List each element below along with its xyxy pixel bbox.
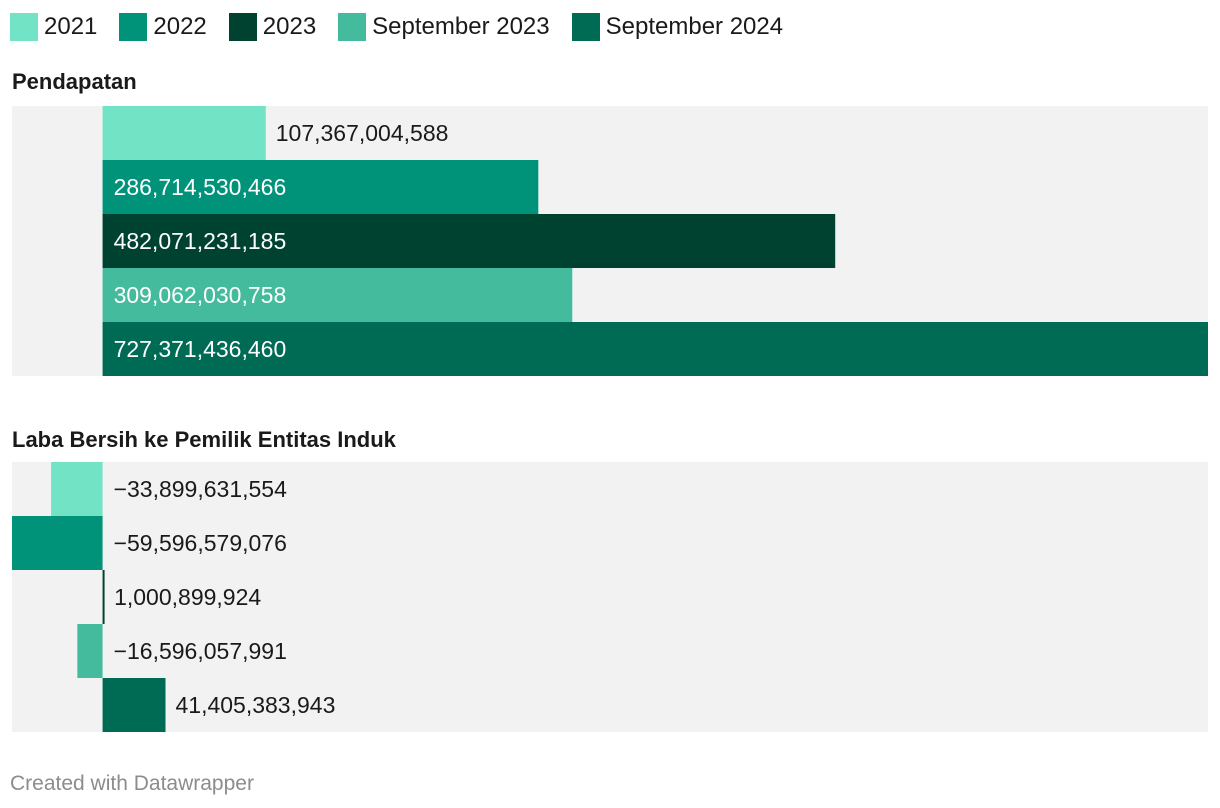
data-label: 727,371,436,460 <box>114 336 287 362</box>
plot-background <box>12 462 1208 732</box>
bar <box>77 624 103 678</box>
bar <box>102 678 166 732</box>
bar <box>102 214 836 268</box>
legend-item-2021: 2021 <box>10 13 97 41</box>
bar <box>12 516 103 570</box>
legend-item-september-2023: September 2023 <box>338 13 550 41</box>
data-label: 1,000,899,924 <box>114 584 261 610</box>
legend-swatch <box>571 13 600 41</box>
bar <box>102 160 539 214</box>
data-label: 107,367,004,588 <box>276 120 449 146</box>
legend-label: September 2024 <box>605 13 784 40</box>
data-label: −16,596,057,991 <box>114 638 287 664</box>
panel-title-pendapatan: Pendapatan <box>12 69 137 94</box>
data-label: −33,899,631,554 <box>114 476 288 502</box>
legend: 2021 2022 2023 September 2023 September … <box>10 12 805 42</box>
legend-item-2023: 2023 <box>228 13 317 41</box>
bar <box>102 268 573 322</box>
bar <box>51 462 103 516</box>
panel-title-laba-bersih: Laba Bersih ke Pemilik Entitas Induk <box>12 427 396 452</box>
legend-swatch <box>10 13 38 41</box>
bar <box>102 322 1209 376</box>
legend-label: 2022 <box>153 13 207 40</box>
bar-chart-laba-bersih: −33,899,631,554 −59,596,579,076 1,000,899,… <box>12 462 1208 732</box>
bar <box>102 106 266 160</box>
data-label: −59,596,579,076 <box>114 530 287 556</box>
data-label: 286,714,530,466 <box>114 174 287 200</box>
legend-item-2022: 2022 <box>119 13 207 41</box>
data-label: 309,062,030,758 <box>114 282 287 308</box>
data-label: 41,405,383,943 <box>175 692 335 718</box>
data-label: 482,071,231,185 <box>114 228 287 254</box>
legend-swatch <box>338 13 367 41</box>
legend-swatch <box>228 13 257 41</box>
bar <box>102 570 105 624</box>
legend-item-september-2024: September 2024 <box>571 13 784 41</box>
legend-label: September 2023 <box>372 13 550 40</box>
footer-credit: Created with Datawrapper <box>10 772 254 795</box>
bar-chart-pendapatan: 107,367,004,588 286,714,530,466 482,071,23… <box>12 106 1209 376</box>
legend-label: 2021 <box>44 13 98 40</box>
legend-swatch <box>119 13 148 41</box>
legend-label: 2023 <box>262 13 317 40</box>
